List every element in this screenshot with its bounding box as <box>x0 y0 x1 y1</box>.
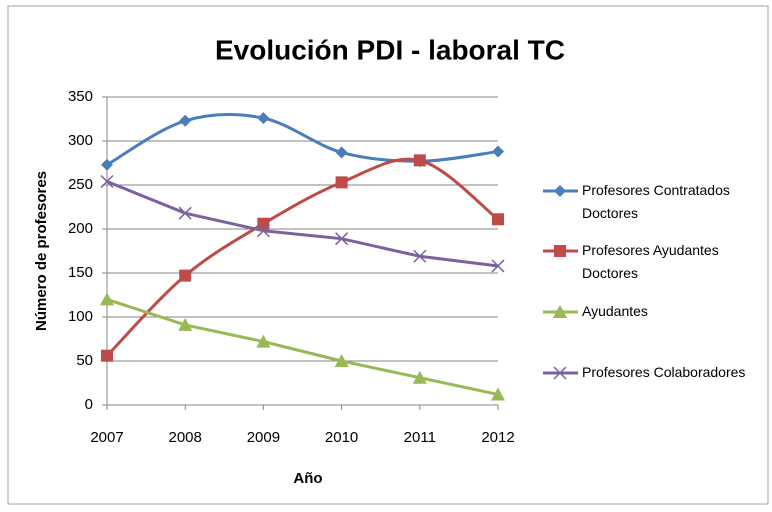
series-line <box>106 297 499 396</box>
data-point <box>179 269 192 282</box>
chart-title: Evolución PDI - laboral TC <box>215 34 565 65</box>
data-point <box>492 213 504 226</box>
x-tick-label: 2011 <box>404 429 436 446</box>
legend-label: Ayudantes <box>582 303 648 319</box>
legend-item: Profesores Ayudantes Doctores <box>582 242 719 281</box>
legend-marker <box>553 305 567 318</box>
y-tick-label: 0 <box>85 396 93 413</box>
data-point <box>179 114 192 127</box>
y-tick-label: 250 <box>68 176 93 193</box>
data-point <box>491 387 505 401</box>
y-tick-label: 100 <box>68 308 93 325</box>
data-point <box>492 145 504 158</box>
legend-item: Profesores Contratados Doctores <box>582 182 730 221</box>
y-tick-label: 350 <box>68 88 93 105</box>
legend-item: Ayudantes <box>582 303 648 319</box>
series-line <box>105 157 499 357</box>
data-point <box>335 146 348 159</box>
data-point <box>256 334 271 348</box>
x-axis-label: Año <box>293 470 322 487</box>
x-tick-label: 2012 <box>481 429 514 446</box>
x-tick-label: 2009 <box>247 429 280 446</box>
y-tick-label: 150 <box>68 264 93 281</box>
data-point <box>257 217 270 230</box>
data-point <box>413 249 427 263</box>
data-point <box>100 292 114 306</box>
legend-label: Profesores Colaboradores <box>582 364 746 380</box>
data-point <box>256 224 270 238</box>
legend-marker <box>554 245 566 257</box>
x-tick-label: 2007 <box>90 429 123 446</box>
data-point <box>334 354 349 367</box>
x-tick-label: 2010 <box>325 429 358 446</box>
x-tick-label: 2008 <box>169 429 202 446</box>
y-tick-label: 300 <box>68 132 93 149</box>
data-point <box>335 232 349 246</box>
data-point <box>100 174 114 189</box>
data-point <box>413 154 426 167</box>
y-axis-label: Número de profesores <box>33 171 50 331</box>
data-point <box>178 206 192 220</box>
chart-frame <box>7 5 769 505</box>
legend-marker <box>554 185 566 197</box>
series-line <box>106 180 499 268</box>
data-point <box>412 370 427 384</box>
legend-label: Profesores Contratados Doctores <box>582 182 730 221</box>
data-point <box>335 176 348 189</box>
legend-marker <box>553 366 567 380</box>
data-point <box>178 317 193 331</box>
data-point <box>491 259 505 273</box>
data-point <box>101 158 113 171</box>
y-tick-label: 200 <box>68 220 93 237</box>
data-point <box>257 112 270 125</box>
y-tick-label: 50 <box>76 352 93 369</box>
legend-item: Profesores Colaboradores <box>582 364 746 380</box>
data-point <box>101 349 113 362</box>
legend-label: Profesores Ayudantes Doctores <box>582 242 719 281</box>
